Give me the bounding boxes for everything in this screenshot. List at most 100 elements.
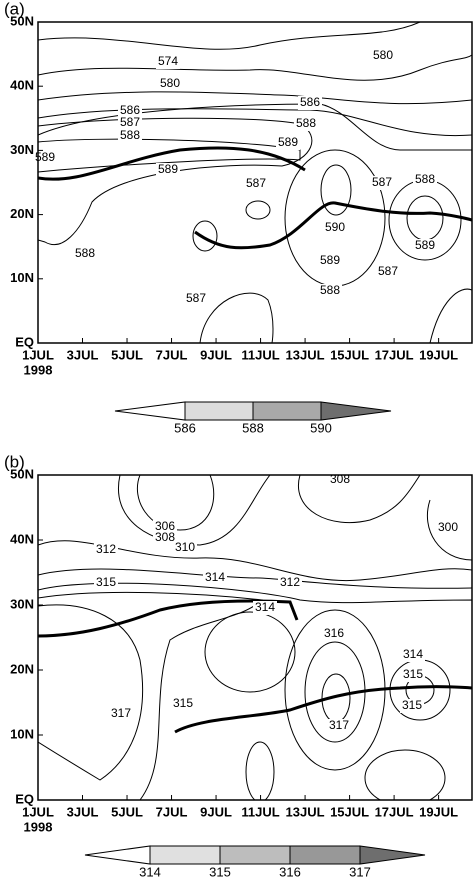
contour-label: 589 [320, 253, 340, 267]
contour-label: 588 [75, 246, 95, 260]
contour-label-bg [413, 239, 437, 253]
x-tick-label: 19JUL [419, 804, 458, 819]
contour-label-bg [401, 648, 425, 662]
x-tick-label: 13JUL [286, 347, 325, 362]
y-tick-label: 10N [10, 726, 34, 741]
contour-label-bg [413, 173, 437, 187]
contour-label: 588 [320, 283, 340, 297]
contour-label-bg [153, 531, 177, 545]
contour-label: 588 [120, 128, 140, 142]
x-tick-label: 7JUL [156, 804, 188, 819]
y-tick-label: 50N [10, 13, 34, 28]
contour-label: 586 [120, 103, 140, 117]
contour-label: 589 [415, 238, 435, 252]
contour-label: 317 [111, 706, 131, 720]
contour-label: 308 [155, 530, 175, 544]
x-tick-label: 13JUL [286, 804, 325, 819]
contour-label-bg [370, 176, 394, 190]
contour-label-bg [294, 117, 318, 131]
contour-label-bg [203, 571, 227, 585]
y-tick-label: 20N [10, 661, 34, 676]
contour-label-bg [118, 129, 142, 143]
contour-label: 310 [175, 540, 195, 554]
contour-label-bg [276, 136, 300, 150]
plot-frame [37, 474, 473, 801]
y-tick-label: 40N [10, 531, 34, 546]
contour-label-bg [156, 55, 180, 69]
contour-label-bg [156, 163, 180, 177]
contour-label: 580 [373, 48, 393, 62]
contour-label-bg [171, 697, 195, 711]
colorbar-box [184, 401, 254, 421]
x-tick-label: 9JUL [200, 347, 232, 362]
contour-label: 589 [278, 135, 298, 149]
plot-frame [37, 21, 473, 344]
contour-label: 315 [173, 696, 193, 710]
x-tick-label: 17JUL [375, 804, 414, 819]
contour-label-bg [184, 292, 208, 306]
colorbar-tri-right [320, 401, 392, 421]
contour-label: 588 [296, 116, 316, 130]
contour-label-bg [118, 116, 142, 130]
x-year-label: 1998 [24, 819, 53, 834]
colorbar-box [252, 401, 322, 421]
y-tick-label: 10N [10, 270, 34, 285]
x-tick-label: 19JUL [419, 347, 458, 362]
contour-label: 306 [155, 519, 175, 533]
y-tick-label: 50N [10, 466, 34, 481]
x-tick-label: 15JUL [330, 804, 369, 819]
contour-label: 315 [96, 575, 116, 589]
contour-label: 574 [158, 54, 178, 68]
contour-label: 587 [378, 264, 398, 278]
contour-label-bg [436, 521, 460, 535]
contour-label-bg [153, 520, 177, 534]
panel-b-fields [38, 475, 472, 800]
x-tick-label: 9JUL [200, 804, 232, 819]
x-tick-label: 15JUL [330, 347, 369, 362]
contour-label: 312 [96, 542, 116, 556]
colorbar-label: 316 [279, 864, 301, 879]
panel-label: (a) [4, 0, 25, 18]
x-tick-label: 7JUL [156, 347, 188, 362]
colorbar-tri-left [114, 401, 186, 421]
x-tick-label: 17JUL [375, 347, 414, 362]
contour-label-bg [109, 707, 133, 721]
x-tick-label: 1JUL [22, 347, 54, 362]
contour-label-bg [94, 576, 118, 590]
contour-label-bg [323, 221, 347, 235]
contour-label-bg [371, 49, 395, 63]
contour-label-bg [244, 177, 268, 191]
contour-label: 587 [246, 176, 266, 190]
y-tick-label: EQ [15, 334, 34, 349]
contour-label-bg [253, 601, 277, 615]
contour-label: 315 [403, 667, 423, 681]
colorbar-label: 314 [139, 864, 161, 879]
contour-label: 317 [329, 718, 349, 732]
contour-label-bg [278, 576, 302, 590]
colorbar-box [149, 845, 221, 865]
contour-label-bg [322, 627, 346, 641]
contour-label-bg [33, 151, 57, 165]
contour-label: 587 [372, 175, 392, 189]
colorbar-box [289, 845, 361, 865]
contour-label-bg [298, 96, 322, 110]
colorbar-label: 317 [349, 864, 371, 879]
y-tick-label: 20N [10, 206, 34, 221]
contour-label-bg [73, 247, 97, 261]
x-tick-label: 3JUL [67, 347, 99, 362]
x-tick-label: 3JUL [67, 804, 99, 819]
contour-label-bg [94, 543, 118, 557]
colorbar-label: 588 [242, 420, 264, 435]
contour-label: 300 [438, 520, 458, 534]
contour-label: 589 [158, 162, 178, 176]
contour-label-bg [328, 473, 352, 487]
x-tick-label: 5JUL [111, 347, 143, 362]
contour-label: 315 [402, 698, 422, 712]
y-tick-label: 30N [10, 142, 34, 157]
x-tick-label: 11JUL [241, 347, 279, 362]
contour-label-bg [400, 699, 424, 713]
contour-label: 314 [255, 600, 275, 614]
contour-label: 587 [120, 115, 140, 129]
contour-label: 589 [35, 150, 55, 164]
